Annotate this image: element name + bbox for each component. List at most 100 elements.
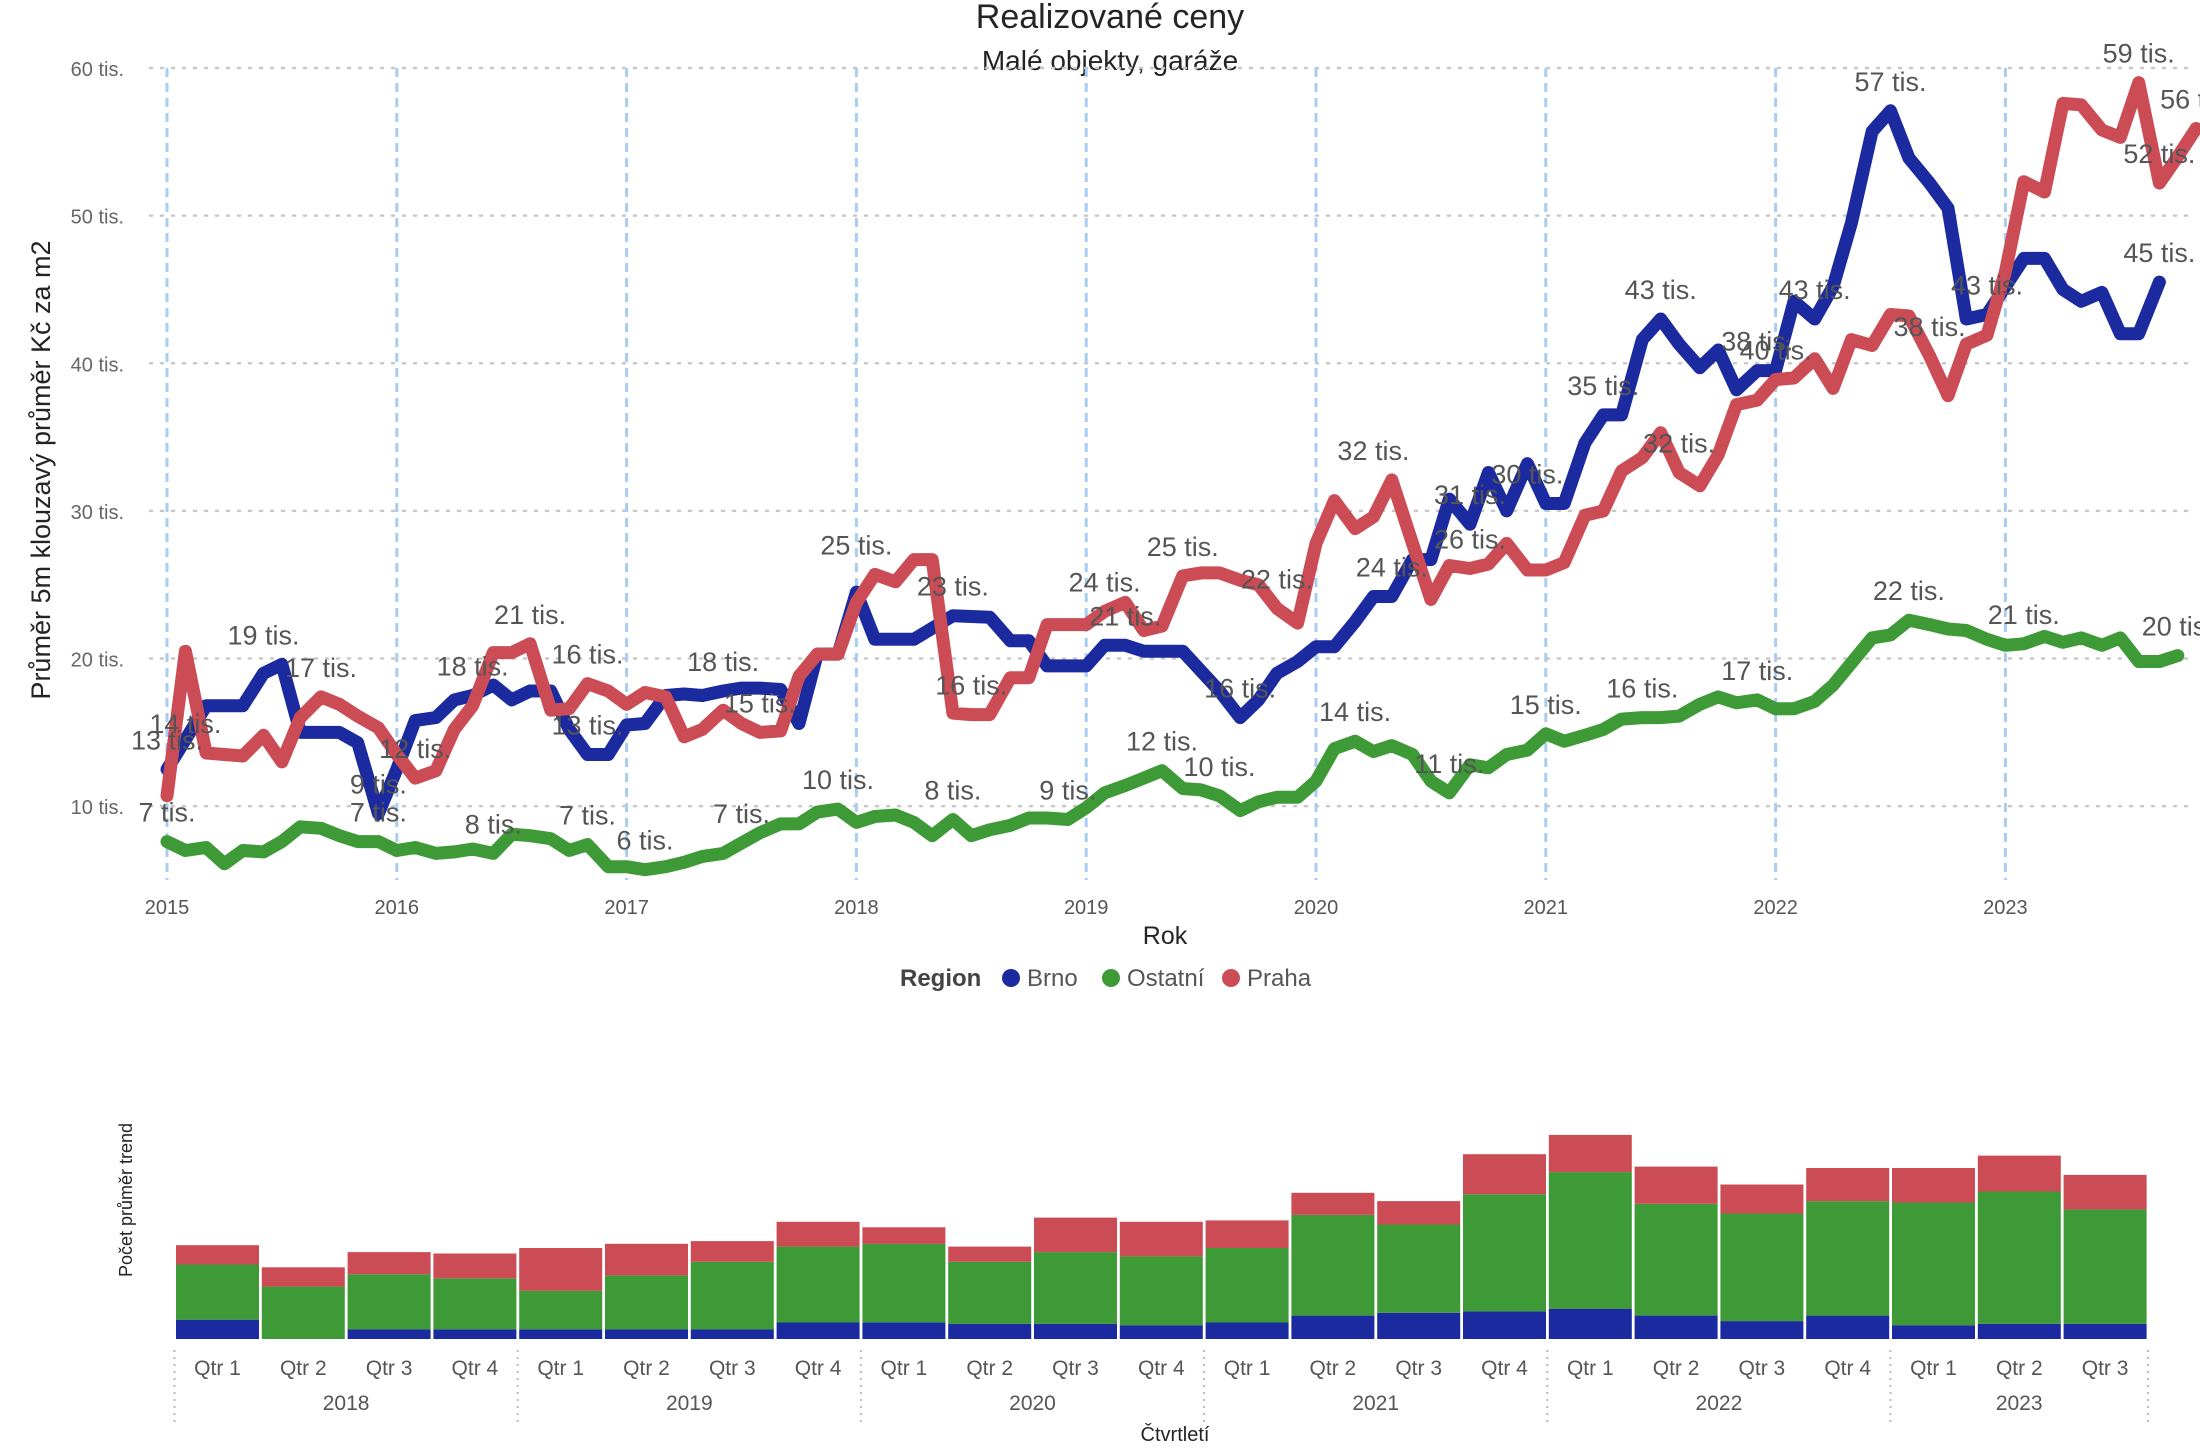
series-line-ostatni	[160, 613, 2185, 877]
bar-chart: Qtr 1 Qtr 2 Qtr 3 Qtr 4 Qtr 1 Qtr 2 Qtr 3 Qtr 4…	[173, 1134, 2149, 1426]
quarter-tick-label: Qtr 1	[881, 1357, 928, 1380]
quarter-tick-label: Qtr 3	[709, 1357, 756, 1380]
bar-segment-ostatni	[519, 1290, 603, 1330]
year-group-label: 2018	[323, 1392, 370, 1415]
data-label: 23 tis.	[917, 572, 989, 602]
data-label: 9 tis.	[1039, 775, 1096, 805]
bar-segment-brno	[1892, 1325, 1975, 1339]
bar-segment-brno	[1634, 1315, 1718, 1339]
bar-segment-brno	[519, 1329, 603, 1339]
quarter-tick-label: Qtr 4	[795, 1357, 842, 1380]
data-label: 18 tis.	[687, 647, 759, 677]
bar-segment-praha	[1119, 1221, 1203, 1257]
bar-segment-praha	[347, 1252, 431, 1275]
bar-segment-praha	[1548, 1134, 1632, 1173]
bar-segment-ostatni	[1377, 1224, 1461, 1313]
bar-segment-praha	[519, 1248, 603, 1291]
chart-subtitle: Malé objekty, garáže	[982, 45, 1238, 76]
bar-segment-praha	[948, 1246, 1032, 1262]
legend-entry-ostatni: Ostatní	[1127, 965, 1205, 992]
bar-chart-y-axis-label: Počet průměr trend	[116, 1123, 136, 1277]
data-label: 43 tis.	[1951, 271, 2023, 301]
line-chart-grid	[148, 66, 2192, 880]
bar-segment-brno	[948, 1323, 1032, 1339]
data-label: 19 tis.	[227, 620, 299, 650]
bar-segment-brno	[347, 1329, 431, 1339]
bar-segment-brno	[1034, 1323, 1117, 1339]
bar-segment-ostatni	[1720, 1213, 1804, 1322]
quarter-tick-label: Qtr 4	[1138, 1357, 1185, 1380]
x-tick-label: 2015	[145, 897, 190, 919]
data-label: 18 tis.	[437, 651, 509, 681]
bar-segment-praha	[1806, 1168, 1890, 1202]
quarter-tick-label: Qtr 1	[537, 1357, 584, 1380]
bar-segment-praha	[605, 1243, 688, 1276]
data-label: 7 tis.	[138, 798, 195, 828]
data-label: 17 tis.	[285, 653, 357, 683]
y-tick-label: 40 tis.	[71, 354, 124, 376]
x-tick-label: 2020	[1294, 897, 1339, 919]
quarter-tick-label: Qtr 4	[1824, 1357, 1871, 1380]
quarter-tick-label: Qtr 4	[452, 1357, 499, 1380]
data-label: 52 tis.	[2123, 139, 2195, 169]
bar-segment-brno	[2063, 1323, 2147, 1339]
data-label: 56 tis.	[2160, 85, 2200, 115]
data-label: 30 tis.	[1491, 460, 1563, 490]
bar-segment-praha	[176, 1245, 259, 1265]
data-label: 24 tis.	[1069, 567, 1141, 597]
bar-segment-praha	[862, 1227, 946, 1244]
bar-segment-ostatni	[1548, 1172, 1632, 1309]
data-label: 21 tis.	[1089, 601, 1161, 631]
line-chart-series	[160, 76, 2200, 877]
year-group-label: 2022	[1696, 1392, 1743, 1415]
data-label: 32 tis.	[1337, 436, 1409, 466]
data-label: 14 tis.	[149, 709, 221, 739]
quarter-tick-label: Qtr 2	[966, 1357, 1013, 1380]
bar-segment-praha	[776, 1221, 860, 1247]
bar-segment-brno	[1977, 1323, 2061, 1339]
data-label: 8 tis.	[924, 775, 981, 805]
bar-segment-praha	[1892, 1168, 1975, 1203]
legend-entry-brno: Brno	[1027, 965, 1078, 992]
bar-segment-praha	[1977, 1155, 2061, 1192]
data-label: 32 tis.	[1643, 429, 1715, 459]
quarter-tick-label: Qtr 2	[623, 1357, 670, 1380]
data-label: 45 tis.	[2123, 238, 2195, 268]
y-tick-label: 20 tis.	[71, 650, 124, 672]
data-label: 16 tis.	[552, 640, 624, 670]
legend-swatch-praha	[1222, 969, 1240, 987]
data-label: 40 tis.	[1740, 336, 1812, 366]
quarter-tick-label: Qtr 3	[366, 1357, 413, 1380]
bar-chart-x-axis-label: Čtvrtletí	[1141, 1423, 1210, 1446]
x-tick-label: 2019	[1064, 897, 1109, 919]
bar-segment-ostatni	[433, 1278, 517, 1330]
bar-segment-praha	[261, 1267, 345, 1287]
data-label: 26 tis.	[1434, 524, 1506, 554]
bar-segment-praha	[1205, 1220, 1289, 1248]
data-label: 13 tis.	[131, 725, 203, 755]
bar-segment-ostatni	[690, 1261, 774, 1330]
data-label: 15 tis.	[724, 688, 796, 718]
bar-segment-brno	[1806, 1315, 1890, 1339]
bar-segment-brno	[1377, 1312, 1461, 1339]
bar-segment-praha	[1291, 1192, 1375, 1215]
data-label: 7 tis.	[350, 798, 407, 828]
data-label: 10 tis.	[802, 765, 874, 795]
x-tick-label: 2023	[1983, 897, 2028, 919]
year-group-label: 2021	[1352, 1392, 1399, 1415]
bar-segment-ostatni	[1291, 1214, 1375, 1316]
data-label: 7 tis.	[713, 799, 770, 829]
quarter-tick-label: Qtr 1	[1567, 1357, 1614, 1380]
bar-segment-ostatni	[261, 1286, 345, 1339]
chart-title: Realizované ceny	[976, 0, 1244, 36]
bar-segment-praha	[2063, 1174, 2147, 1210]
bar-segment-praha	[1463, 1154, 1546, 1195]
data-label: 59 tis.	[2103, 39, 2175, 69]
year-group-label: 2019	[666, 1392, 713, 1415]
x-tick-label: 2016	[375, 897, 420, 919]
y-tick-label: 60 tis.	[71, 59, 124, 81]
data-label: 25 tis.	[820, 530, 892, 560]
bar-segment-praha	[1634, 1166, 1718, 1204]
line-chart-x-axis: 2015 2016 2017 2018 2019 2020 2021 2022 2023	[145, 897, 2028, 919]
data-label: 7 tis.	[559, 801, 616, 831]
